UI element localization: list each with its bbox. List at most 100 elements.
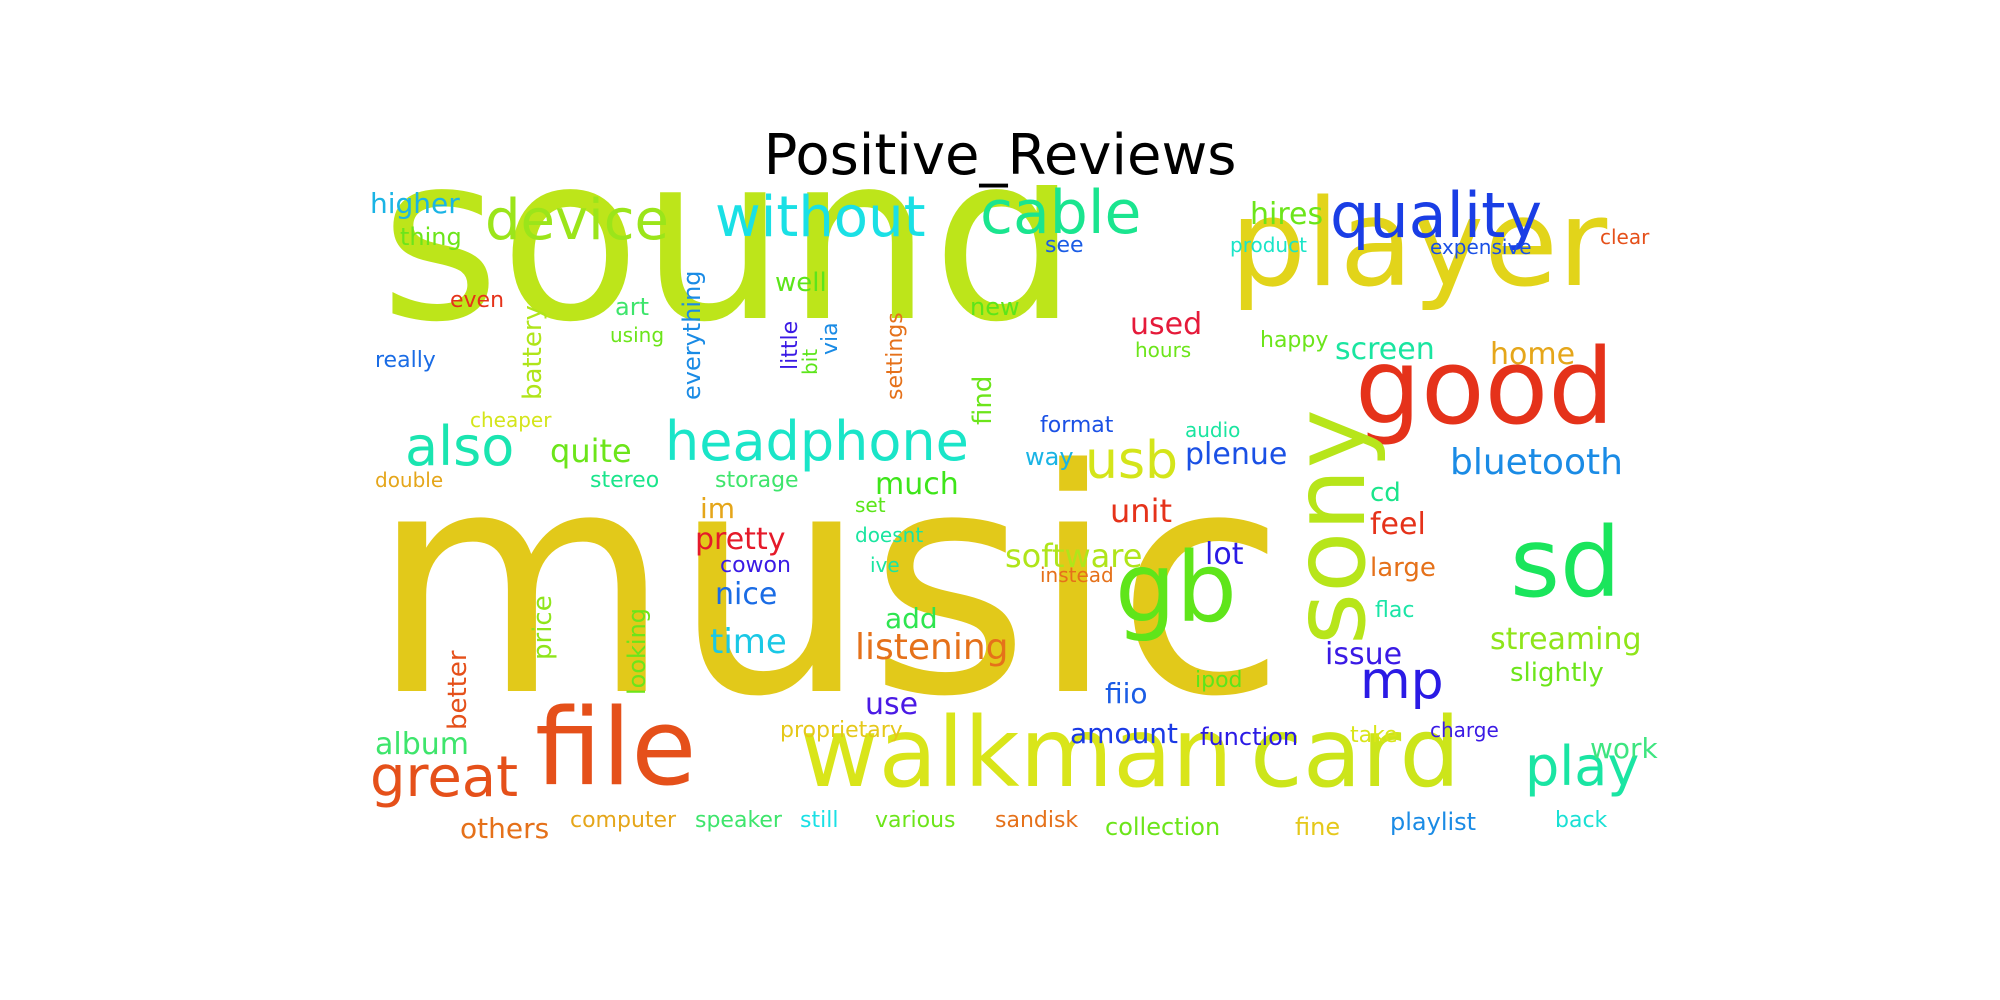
word-battery: battery [518, 305, 548, 400]
word-way: way [1025, 443, 1074, 471]
word-function: function [1200, 723, 1299, 751]
word-unit: unit [1110, 492, 1172, 530]
word-work: work [1590, 732, 1658, 765]
word-happy: happy [1260, 328, 1329, 353]
word-nice: nice [715, 577, 778, 612]
word-software: software [1005, 537, 1143, 575]
word-much: much [875, 467, 959, 502]
word-better: better [443, 650, 473, 730]
word-art: art [615, 293, 649, 321]
word-bit: bit [798, 348, 822, 375]
word-listening: listening [855, 627, 1009, 668]
word-hours: hours [1135, 338, 1192, 362]
word-good: good [1355, 326, 1615, 448]
word-sd: sd [1510, 507, 1621, 619]
chart-title: Positive_Reviews [763, 123, 1237, 188]
word-card: card [1250, 697, 1461, 809]
word-without: without [715, 185, 926, 250]
word-feel: feel [1370, 507, 1426, 542]
word-instead: instead [1040, 563, 1114, 587]
word-great: great [370, 745, 519, 810]
word-double: double [375, 468, 444, 492]
word-really: really [375, 348, 436, 373]
word-im: im [700, 492, 736, 525]
word-even: even [450, 288, 505, 313]
word-clear: clear [1600, 225, 1650, 249]
word-add: add [885, 602, 938, 635]
word-device: device [485, 188, 669, 253]
word-still: still [800, 808, 839, 833]
word-quite: quite [550, 432, 632, 470]
word-using: using [610, 323, 665, 347]
word-playlist: playlist [1390, 808, 1477, 836]
word-set: set [855, 493, 886, 517]
word-album: album [375, 727, 469, 762]
word-plenue: plenue [1185, 437, 1288, 472]
word-cable: cable [980, 185, 1142, 248]
word-product: product [1230, 233, 1307, 257]
word-also: also [405, 415, 515, 478]
word-bluetooth: bluetooth [1450, 442, 1623, 483]
word-stereo: stereo [590, 468, 660, 493]
word-headphone: headphone [665, 410, 969, 473]
word-fine: fine [1295, 813, 1341, 841]
word-cowon: cowon [720, 553, 791, 578]
word-storage: storage [715, 468, 799, 493]
word-looking: looking [623, 607, 651, 695]
word-fiio: fiio [1105, 677, 1148, 710]
word-lot: lot [1205, 537, 1244, 572]
word-cloud: music sound player walkman card file good sony g… [370, 185, 1670, 845]
word-proprietary: proprietary [780, 718, 903, 743]
word-settings: settings [883, 312, 908, 400]
word-gb: gb [1115, 532, 1237, 644]
word-music: music [370, 404, 1287, 765]
word-amount: amount [1070, 717, 1179, 750]
word-screen: screen [1335, 332, 1435, 367]
word-walkman: walkman [800, 697, 1233, 809]
word-large: large [1370, 553, 1436, 583]
word-via: via [818, 322, 843, 355]
word-back: back [1555, 808, 1608, 833]
word-cheaper: cheaper [470, 408, 552, 432]
word-play: play [1525, 735, 1640, 798]
word-issue: issue [1325, 637, 1403, 672]
word-cd: cd [1370, 478, 1401, 508]
word-player: player [1230, 185, 1608, 314]
word-usb: usb [1085, 431, 1179, 491]
word-collection: collection [1105, 813, 1221, 841]
word-sandisk: sandisk [995, 808, 1079, 833]
word-ipod: ipod [1195, 668, 1243, 693]
word-flac: flac [1375, 598, 1415, 623]
word-streaming: streaming [1490, 622, 1642, 657]
word-pretty: pretty [695, 522, 786, 557]
word-time: time [710, 622, 787, 662]
word-quality: quality [1330, 185, 1543, 252]
word-higher: higher [370, 187, 460, 220]
word-file: file [535, 686, 697, 809]
word-computer: computer [570, 808, 677, 833]
word-used: used [1130, 307, 1203, 342]
word-take: take [1350, 723, 1398, 748]
word-find: find [968, 375, 998, 425]
word-thing: thing [400, 223, 462, 251]
word-use: use [865, 687, 919, 722]
word-see: see [1045, 233, 1084, 258]
word-audio: audio [1185, 418, 1241, 442]
word-home: home [1490, 337, 1576, 372]
word-various: various [875, 808, 956, 833]
word-new: new [970, 293, 1020, 321]
word-price: price [528, 595, 558, 660]
word-others: others [460, 812, 550, 845]
word-format: format [1040, 413, 1114, 438]
word-ive: ive [870, 553, 900, 577]
word-doesnt: doesnt [855, 523, 924, 547]
word-sound: sound [380, 185, 1079, 373]
word-hires: hires [1250, 197, 1324, 232]
word-well: well [775, 268, 827, 298]
word-speaker: speaker [695, 808, 782, 833]
word-slightly: slightly [1510, 658, 1604, 688]
word-sony: sony [1271, 409, 1388, 645]
word-expensive: expensive [1430, 235, 1532, 259]
word-everything: everything [678, 270, 706, 400]
